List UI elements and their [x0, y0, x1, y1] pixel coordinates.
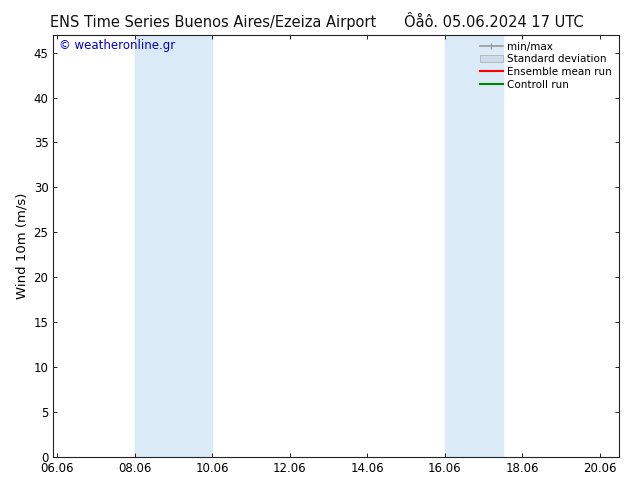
Y-axis label: Wind 10m (m/s): Wind 10m (m/s)	[15, 193, 28, 299]
Bar	[134, 35, 212, 457]
Text: ENS Time Series Buenos Aires/Ezeiza Airport      Ôåô. 05.06.2024 17 UTC: ENS Time Series Buenos Aires/Ezeiza Airp…	[50, 12, 584, 30]
Bar	[444, 35, 503, 457]
Legend: min/max, Standard deviation, Ensemble mean run, Controll run: min/max, Standard deviation, Ensemble me…	[478, 40, 614, 92]
Text: © weatheronline.gr: © weatheronline.gr	[59, 39, 175, 52]
